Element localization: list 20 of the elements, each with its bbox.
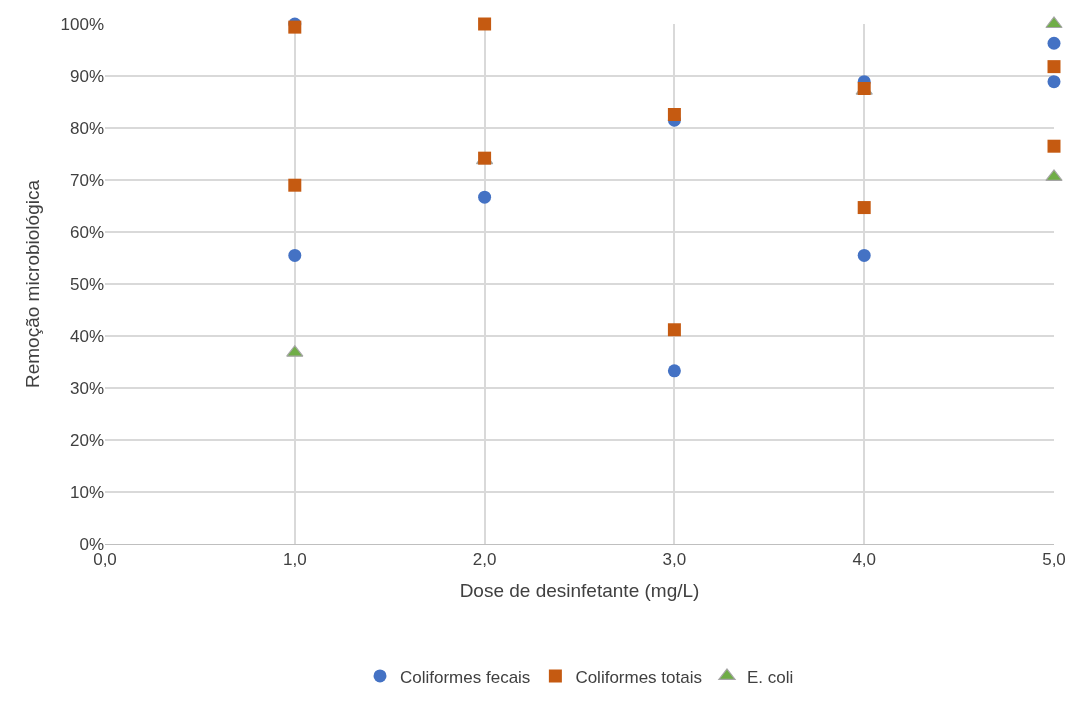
legend-label: Coliformes totais [575,667,702,687]
x-axis-title: Dose de desinfetante (mg/L) [459,580,700,602]
y-axis-title: Remoção microbiológica [22,179,44,389]
x-tick-label: 1,0 [282,550,307,570]
y-tick-label: 100% [60,14,104,34]
y-tick-label: 70% [69,170,104,190]
x-tick-label: 2,0 [472,550,497,570]
legend-label: Coliformes fecais [400,667,531,687]
y-tick-label: 40% [69,326,104,346]
y-tick-label: 50% [69,274,104,294]
y-tick-label: 30% [69,378,104,398]
legend-label: E. coli [746,667,794,687]
y-tick-label: 80% [69,118,104,138]
x-tick-label: 4,0 [852,550,877,570]
y-tick-label: 20% [69,430,104,450]
y-tick-label: 60% [69,222,104,242]
x-tick-label: 3,0 [662,550,687,570]
y-tick-label: 10% [69,482,104,502]
y-tick-label: 90% [69,66,104,86]
x-tick-label: 5,0 [1042,550,1066,570]
